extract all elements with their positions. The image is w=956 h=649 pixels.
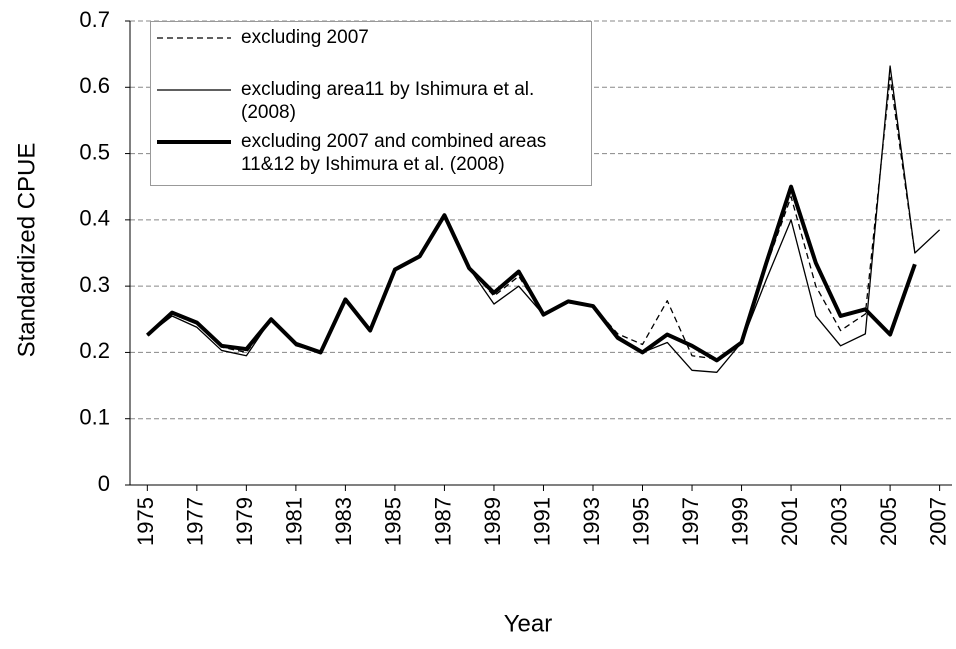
legend-swatch — [157, 89, 231, 91]
x-tick-label: 1977 — [183, 497, 208, 546]
y-tick-label: 0.1 — [79, 405, 110, 430]
x-tick-label: 1981 — [282, 497, 307, 546]
legend-item: excluding area11 by Ishimura et al. (200… — [155, 78, 593, 124]
x-tick-label: 2007 — [925, 497, 950, 546]
legend-swatch — [157, 140, 231, 144]
x-tick-label: 2001 — [777, 497, 802, 546]
y-tick-label: 0.5 — [79, 139, 110, 164]
series-line — [145, 184, 917, 363]
y-tick-label: 0.4 — [79, 206, 110, 231]
x-tick-label: 1975 — [133, 497, 158, 546]
legend-label: excluding area11 by Ishimura et al. (200… — [241, 79, 535, 123]
legend-item: excluding 2007 and combined areas 11&12 … — [155, 130, 593, 176]
x-tick-label: 1999 — [727, 497, 752, 546]
y-tick-label: 0.6 — [79, 73, 110, 98]
x-tick-label: 1991 — [529, 497, 554, 546]
x-tick-label: 1987 — [430, 497, 455, 546]
x-tick-label: 1983 — [331, 497, 356, 546]
y-tick-label: 0.7 — [79, 7, 110, 32]
legend-swatch — [157, 37, 231, 39]
x-tick-label: 2003 — [826, 497, 851, 546]
y-tick-label: 0.2 — [79, 338, 110, 363]
legend-label: excluding 2007 — [241, 27, 369, 48]
x-tick-label: 2005 — [876, 497, 901, 546]
x-tick-label: 1993 — [579, 497, 604, 546]
y-tick-label: 0.3 — [79, 272, 110, 297]
x-tick-label: 1997 — [678, 497, 703, 546]
legend-label: excluding 2007 and combined areas 11&12 … — [241, 131, 547, 175]
legend: excluding 2007 excluding area11 by Ishimu… — [150, 21, 592, 186]
x-tick-label: 1989 — [480, 497, 505, 546]
y-axis-title: Standardized CPUE — [13, 143, 40, 358]
x-tick-label: 1985 — [381, 497, 406, 546]
y-tick-label: 0 — [98, 471, 110, 496]
legend-item: excluding 2007 — [155, 26, 593, 49]
x-tick-label: 1979 — [232, 497, 257, 546]
x-tick-label: 1995 — [628, 497, 653, 546]
x-axis-title: Year — [504, 610, 553, 637]
